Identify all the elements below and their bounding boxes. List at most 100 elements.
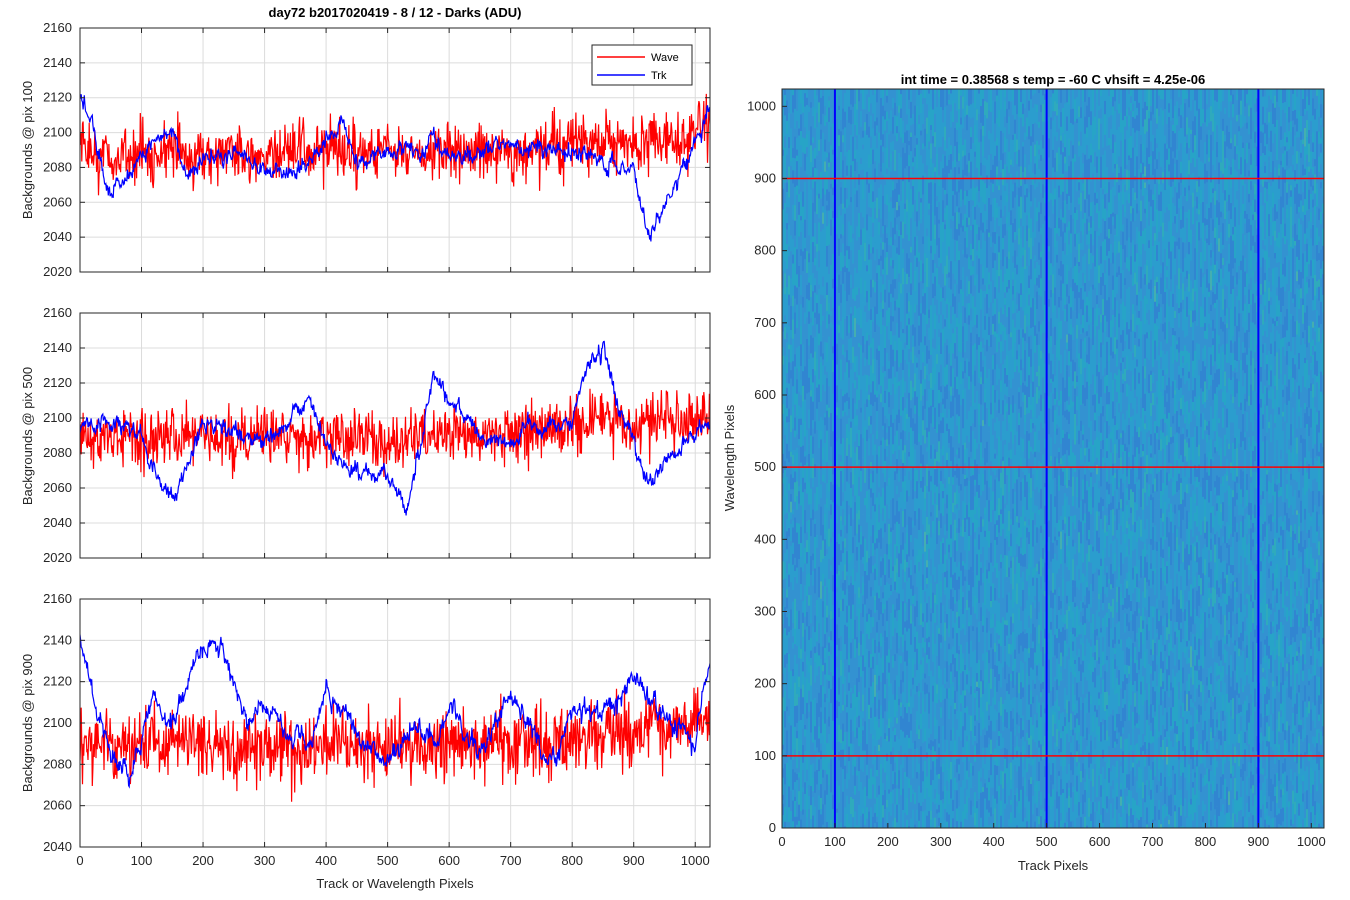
heatmap-cell bbox=[894, 135, 896, 150]
heatmap-cell bbox=[890, 595, 892, 613]
heatmap-cell bbox=[842, 791, 844, 814]
heatmap-cell bbox=[874, 674, 876, 697]
heatmap-cell bbox=[802, 344, 804, 362]
heatmap-cell bbox=[840, 550, 842, 562]
heatmap-cell bbox=[788, 786, 790, 808]
heatmap-cell bbox=[864, 446, 866, 467]
heatmap-cell bbox=[908, 556, 910, 568]
heatmap-cell bbox=[902, 576, 904, 590]
heatmap-cell bbox=[860, 725, 862, 743]
heatmap-cell bbox=[928, 496, 930, 505]
heatmap-cell bbox=[828, 417, 830, 437]
heatmap-cell bbox=[912, 174, 914, 181]
heatmap-cell bbox=[816, 429, 818, 444]
heatmap-cell bbox=[874, 778, 876, 799]
heatmap-cell bbox=[810, 616, 812, 624]
heatmap-cell bbox=[870, 807, 872, 820]
heatmap-cell bbox=[930, 445, 932, 459]
heatmap-cell bbox=[926, 165, 928, 180]
heatmap-cell bbox=[914, 236, 916, 256]
heatmap-cell bbox=[878, 668, 880, 676]
heatmap-cell bbox=[826, 315, 828, 329]
heatmap-cell bbox=[846, 679, 848, 695]
heatmap-cell bbox=[868, 580, 870, 589]
heatmap-cell bbox=[804, 547, 806, 564]
heatmap-cell bbox=[882, 537, 884, 559]
heatmap-cell bbox=[786, 213, 788, 223]
heatmap-cell bbox=[832, 591, 834, 605]
heatmap-cell bbox=[822, 295, 824, 316]
heatmap-cell bbox=[866, 246, 868, 259]
heatmap-cell bbox=[790, 456, 792, 475]
heatmap-cell bbox=[908, 89, 910, 100]
heatmap-cell bbox=[884, 89, 886, 111]
heatmap-cell bbox=[824, 267, 826, 277]
heatmap-cell bbox=[826, 189, 828, 201]
heatmap-cell bbox=[934, 817, 936, 828]
heatmap-cell bbox=[914, 148, 916, 157]
heatmap-cell bbox=[892, 591, 894, 605]
heatmap-cell bbox=[896, 653, 898, 658]
heatmap-cell bbox=[906, 776, 908, 798]
heatmap-cell bbox=[938, 223, 940, 238]
heatmap-cell bbox=[896, 267, 898, 279]
heatmap-cell bbox=[858, 815, 860, 828]
heatmap-cell bbox=[940, 491, 942, 514]
heatmap-cell bbox=[934, 167, 936, 172]
heatmap-cell bbox=[868, 244, 870, 260]
heatmap-cell bbox=[894, 599, 896, 610]
heatmap-cell bbox=[896, 404, 898, 415]
heatmap-cell bbox=[860, 757, 862, 769]
heatmap-cell bbox=[796, 472, 798, 482]
heatmap-cell bbox=[934, 400, 936, 408]
heatmap-cell bbox=[886, 174, 888, 195]
heatmap-cell bbox=[850, 539, 852, 555]
heatmap-cell bbox=[810, 685, 812, 702]
heatmap-cell bbox=[822, 257, 824, 277]
heatmap-cell bbox=[848, 746, 850, 762]
heatmap-cell bbox=[836, 587, 838, 593]
heatmap-cell bbox=[808, 130, 810, 152]
heatmap-cell bbox=[790, 571, 792, 583]
heatmap-cell bbox=[796, 415, 798, 435]
heatmap-cell bbox=[922, 320, 924, 335]
heatmap-cell bbox=[932, 726, 934, 742]
heatmap-cell bbox=[908, 324, 910, 343]
heatmap-cell bbox=[910, 669, 912, 689]
heatmap-cell bbox=[828, 96, 830, 101]
heatmap-cell bbox=[888, 244, 890, 260]
heatmap-cell bbox=[932, 746, 934, 762]
heatmap-cell bbox=[842, 108, 844, 130]
heatmap-cell bbox=[858, 608, 860, 631]
heatmap-cell bbox=[918, 114, 920, 125]
heatmap-cell bbox=[868, 558, 870, 575]
heatmap-cell bbox=[828, 780, 830, 786]
heatmap-cell bbox=[906, 313, 908, 326]
heatmap-cell bbox=[908, 392, 910, 413]
x-tick-label: 700 bbox=[500, 853, 522, 868]
heatmap-cell bbox=[832, 775, 834, 795]
heatmap-cell bbox=[932, 367, 934, 373]
heatmap-cell bbox=[912, 549, 914, 557]
heatmap-cell bbox=[792, 338, 794, 351]
heatmap-cell bbox=[822, 447, 824, 460]
heatmap-cell bbox=[816, 824, 818, 828]
heatmap-cell bbox=[938, 350, 940, 373]
heatmap-cell bbox=[920, 135, 922, 156]
heatmap-cell bbox=[820, 528, 822, 536]
heatmap-cell bbox=[906, 211, 908, 217]
heatmap-cell bbox=[942, 455, 944, 476]
heatmap-cell bbox=[880, 292, 882, 303]
heatmap-cell bbox=[912, 571, 914, 586]
heatmap-cell bbox=[790, 297, 792, 306]
heatmap-cell bbox=[882, 783, 884, 796]
heatmap-cell bbox=[842, 457, 844, 462]
heatmap-cell bbox=[848, 652, 850, 666]
heatmap-cell bbox=[888, 212, 890, 231]
heatmap-cell bbox=[826, 205, 828, 211]
heatmap-cell bbox=[860, 189, 862, 207]
heatmap-cell bbox=[838, 533, 840, 544]
heatmap-cell bbox=[888, 339, 890, 362]
heatmap-cell bbox=[930, 167, 932, 177]
heatmap-cell bbox=[946, 384, 948, 400]
